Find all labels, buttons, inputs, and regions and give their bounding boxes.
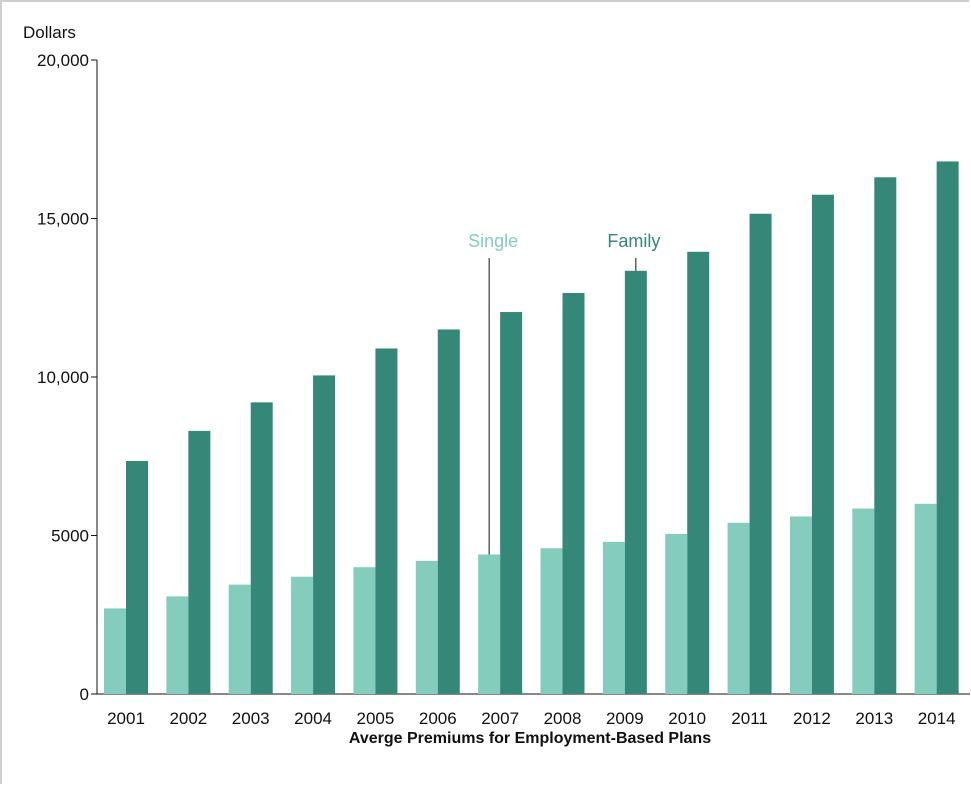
x-tick-label: 2012 (793, 709, 831, 728)
bar-single-2007 (478, 554, 501, 694)
bar-family-2001 (126, 461, 148, 694)
single-legend-label: Single (468, 231, 518, 251)
bar-single-2002 (166, 596, 189, 694)
chart-title: Averge Premiums for Employment-Based Pla… (349, 730, 711, 747)
x-tick-label: 2013 (855, 709, 893, 728)
x-tick-label: 2005 (357, 709, 395, 728)
bar-family-2002 (188, 430, 211, 694)
bar-family-2014 (936, 161, 959, 694)
bar-single-2004 (291, 576, 314, 694)
bar-single-2012 (789, 516, 812, 694)
x-tick-label: 2006 (419, 709, 457, 728)
x-tick-label: 2014 (918, 709, 956, 728)
y-tick-label: 5000 (51, 527, 89, 546)
y-axis-label: Dollars (23, 23, 76, 42)
bar-family-2011 (749, 213, 772, 694)
x-axis: 2001 2002 2003 2004 2005 2006 2007 2008 2009 2010… (97, 693, 970, 728)
bar-family-2009 (624, 270, 647, 694)
family-legend-label: Family (607, 231, 660, 251)
bar-single-2001 (104, 608, 126, 694)
x-tick-label: 2003 (232, 709, 270, 728)
bar-family-2010 (687, 251, 710, 694)
bar-single-2009 (602, 541, 625, 694)
bar-family-2008 (562, 292, 585, 694)
bar-single-2013 (852, 508, 875, 694)
bar-family-2006 (437, 329, 460, 694)
x-tick-label: 2002 (169, 709, 207, 728)
y-tick-label: 15,000 (37, 210, 89, 229)
bar-single-2005 (353, 567, 376, 694)
bar-single-2011 (727, 522, 750, 694)
bar-single-2003 (228, 584, 251, 694)
bar-family-2012 (811, 194, 834, 694)
x-tick-label: 2009 (606, 709, 644, 728)
x-tick-label: 2007 (481, 709, 519, 728)
bar-family-2005 (375, 348, 398, 694)
bar-family-2003 (250, 402, 273, 694)
x-tick-label: 2001 (107, 709, 145, 728)
x-tick-label: 2004 (294, 709, 332, 728)
x-tick-label: 2010 (668, 709, 706, 728)
x-tick-label: 2011 (731, 709, 768, 728)
y-tick-label: 20,000 (37, 51, 89, 70)
bar-single-2006 (415, 560, 438, 694)
y-tick-label: 0 (80, 685, 89, 704)
y-axis: 0 5000 10,000 15,000 20,000 (37, 51, 98, 704)
legend-callouts: Single Family (468, 231, 660, 555)
y-tick-label: 10,000 (37, 368, 89, 387)
x-tick-label: 2008 (544, 709, 582, 728)
bar-family-2004 (313, 375, 336, 694)
bar-family-2007 (500, 312, 523, 694)
bar-single-2010 (665, 533, 688, 694)
bar-single-2014 (914, 503, 937, 694)
bar-single-2008 (540, 548, 563, 694)
bar-family-2013 (874, 177, 897, 695)
bars (104, 161, 959, 695)
